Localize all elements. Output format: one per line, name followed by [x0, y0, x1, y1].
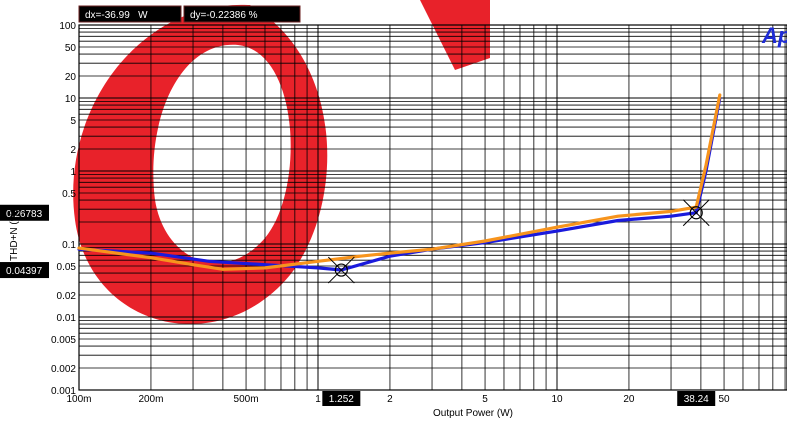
- cursor-y-readout: 0.26783: [0, 204, 49, 221]
- y-tick-label: 10: [65, 94, 77, 105]
- brand-logo: Ap: [761, 23, 787, 48]
- cursor-x-label: 38.24: [684, 394, 709, 405]
- chart-grid: [78, 24, 787, 391]
- cursor-x-box: [677, 391, 716, 406]
- series-line-2: [77, 93, 722, 271]
- y-tick-label: 0.5: [62, 189, 76, 200]
- y-tick-label: 0.005: [51, 335, 76, 346]
- x-tick-label: 20: [623, 394, 635, 405]
- y-tick-labels: 100 50 20 10 5 2 1 0.5 0.1 0.05 0.02 0.01 0.005 0.002…: [51, 21, 76, 397]
- cursor-y-readout: 0.04397: [0, 262, 49, 279]
- y-tick-label: 20: [65, 72, 77, 83]
- x-axis-label: Output Power (W): [433, 408, 513, 419]
- x-tick-label: 200m: [138, 394, 163, 405]
- y-tick-label: 0.002: [51, 364, 76, 375]
- x-tick-label: 2: [387, 394, 393, 405]
- y-tick-label: 0.02: [57, 291, 77, 302]
- x-tick-label: 10: [551, 394, 563, 405]
- cursor-cross: [682, 199, 710, 227]
- y-tick-label: 0.001: [51, 386, 76, 397]
- cursor-x-readout: 38.24: [677, 391, 716, 406]
- dy-readout: dy=-0.22386 %: [183, 5, 301, 23]
- cursor-circle: [689, 206, 703, 220]
- y-tick-label: 1: [70, 167, 76, 178]
- x-tick-label: 500m: [234, 394, 259, 405]
- cursor-x-label: 1.252: [329, 394, 354, 405]
- cursor-y-box: [0, 204, 49, 221]
- dx-readout-text: dx=-36.99 W: [85, 10, 148, 21]
- y-tick-label: 0.05: [57, 262, 77, 273]
- plot-frame: [78, 24, 787, 391]
- watermark-logo: [73, 0, 490, 325]
- x-tick-label: 5: [482, 394, 488, 405]
- y-tick-label: 100: [59, 21, 76, 32]
- cursor-x-box: [322, 391, 361, 406]
- y-tick-label: 2: [70, 145, 76, 156]
- dy-readout-text: dy=-0.22386 %: [190, 10, 258, 21]
- cursor-circle: [334, 263, 348, 277]
- x-tick-label: 1: [315, 394, 321, 405]
- x-tick-label: 50: [718, 394, 730, 405]
- cursor-y-label: 0.04397: [6, 266, 43, 277]
- cursor-y-label: 0.26783: [6, 209, 43, 220]
- x-tick-label: 100m: [66, 394, 91, 405]
- cursor-cross: [327, 256, 355, 284]
- cursor-y-box: [0, 262, 49, 279]
- cursor-x-readout: 1.252: [322, 391, 361, 406]
- y-axis-label: THD+N (%): [9, 209, 20, 261]
- cursor-marker-2[interactable]: [682, 199, 710, 227]
- y-tick-label: 0.01: [57, 313, 77, 324]
- cursor-marker-1[interactable]: [327, 256, 355, 284]
- y-tick-label: 0.1: [62, 240, 76, 251]
- cursor-layer: 0.04397 1.252 0.26783 38.24: [0, 199, 716, 406]
- y-tick-label: 5: [70, 116, 76, 127]
- dx-readout: dx=-36.99 W: [78, 5, 182, 23]
- y-tick-label: 50: [65, 43, 77, 54]
- series-layer: [77, 93, 722, 272]
